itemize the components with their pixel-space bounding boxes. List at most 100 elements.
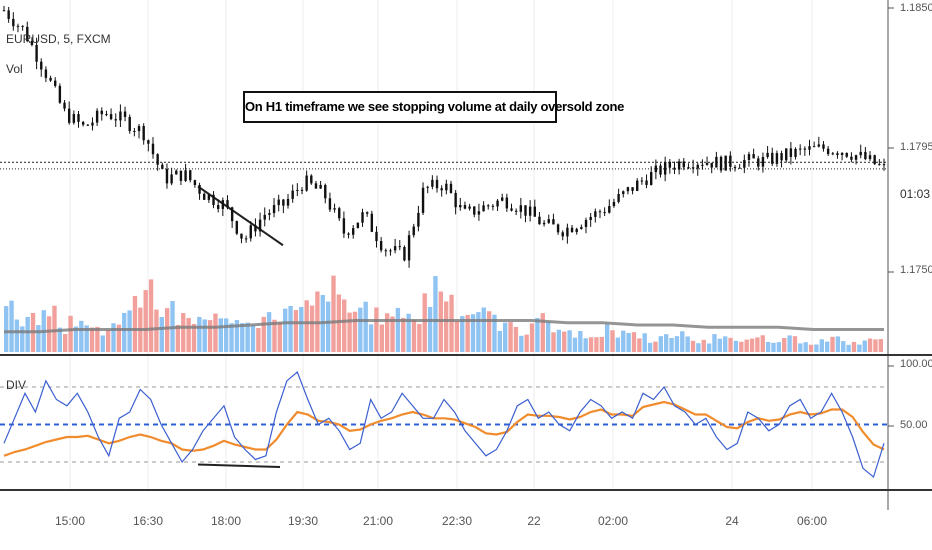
volume-bar-63 <box>342 299 347 352</box>
candle-body-147 <box>687 167 690 169</box>
volume-bar-110 <box>594 337 599 352</box>
candle-body-131 <box>612 201 616 207</box>
candle-body-135 <box>631 187 634 191</box>
volume-bar-115 <box>621 330 626 352</box>
candle-body-145 <box>677 161 681 170</box>
candle-body-96 <box>449 183 453 193</box>
volume-bar-145 <box>782 337 787 352</box>
candle-body-70 <box>328 198 332 210</box>
volume-bar-100 <box>540 313 545 352</box>
candle-body-139 <box>649 172 653 185</box>
candle-body-6 <box>30 41 34 45</box>
candle-body-165 <box>771 152 774 164</box>
candle-body-101 <box>473 206 476 215</box>
volume-bar-37 <box>202 319 207 352</box>
volume-bar-80 <box>433 276 438 352</box>
symbol-label[interactable]: EURUSD, 5, FXCM <box>6 32 111 46</box>
candle-body-118 <box>552 219 555 225</box>
candle-body-53 <box>249 225 252 239</box>
volume-bar-48 <box>261 316 266 352</box>
candle-body-137 <box>640 180 644 182</box>
candle-body-69 <box>324 184 327 199</box>
volume-bar-163 <box>878 339 883 352</box>
candle-body-142 <box>663 161 667 175</box>
candle-body-20 <box>95 110 99 123</box>
volume-bar-12 <box>68 315 73 352</box>
annotation-text-box[interactable]: On H1 timeframe we see stopping volume a… <box>243 91 624 123</box>
time-tick-5: 22:30 <box>441 514 473 528</box>
candles <box>2 5 886 268</box>
volume-bar-106 <box>572 337 578 352</box>
candle-body-161 <box>752 154 755 159</box>
candle-body-93 <box>435 179 439 189</box>
volume-bar-9 <box>52 305 57 352</box>
volume-bar-84 <box>454 321 460 352</box>
candle-body-3 <box>16 25 20 27</box>
candle-body-55 <box>258 219 262 232</box>
candle-body-51 <box>240 233 243 239</box>
volume-bar-107 <box>578 331 583 352</box>
candle-body-178 <box>831 153 834 155</box>
candle-body-80 <box>375 231 378 242</box>
candle-body-22 <box>105 114 108 116</box>
candle-body-117 <box>547 219 550 223</box>
volume-bar-79 <box>427 306 433 352</box>
candle-body-107 <box>501 197 504 201</box>
candle-body-91 <box>426 186 429 188</box>
candle-body-33 <box>156 154 159 165</box>
volume-bar-60 <box>325 301 331 352</box>
volume-bar-101 <box>545 321 551 352</box>
candle-body-162 <box>757 158 760 167</box>
candle-body-150 <box>701 164 704 166</box>
time-tick-0: 15:00 <box>54 514 86 528</box>
indicator-label[interactable]: DIV <box>6 378 27 392</box>
candle-body-42 <box>198 185 201 194</box>
candle-body-36 <box>170 174 173 184</box>
volume-bar-0 <box>4 306 9 352</box>
candle-body-167 <box>780 153 783 161</box>
volume-bar-72 <box>390 316 395 352</box>
candle-body-19 <box>91 122 94 126</box>
candle-body-154 <box>719 156 723 171</box>
candle-body-84 <box>393 246 397 251</box>
candle-body-123 <box>575 228 578 233</box>
candle-body-130 <box>608 206 611 213</box>
candle-body-182 <box>850 156 853 160</box>
candle-body-180 <box>840 152 844 155</box>
candle-body-120 <box>561 232 564 237</box>
candle-body-100 <box>468 206 471 209</box>
price-tick-high: 1.18500 <box>900 2 932 14</box>
volume-bar-160 <box>862 340 867 352</box>
volume-bar-113 <box>610 330 615 352</box>
volume-bar-112 <box>604 324 610 352</box>
volume-bar-13 <box>73 326 79 352</box>
volume-bar-62 <box>336 294 342 352</box>
candle-body-132 <box>617 194 620 202</box>
volume-bar-77 <box>417 323 422 352</box>
candle-body-104 <box>487 205 490 207</box>
candle-body-65 <box>305 175 308 191</box>
candle-body-155 <box>724 155 727 171</box>
candle-body-74 <box>347 233 350 235</box>
candle-body-89 <box>417 212 420 227</box>
candle-body-88 <box>412 226 415 236</box>
volume-bar-27 <box>148 279 154 352</box>
volume-bar-85 <box>460 316 465 352</box>
candle-body-83 <box>389 250 392 252</box>
candle-body-98 <box>459 205 462 208</box>
volume-label[interactable]: Vol <box>6 62 23 76</box>
volume-bar-121 <box>653 341 658 352</box>
candle-body-85 <box>398 246 401 248</box>
volume-bar-82 <box>444 301 449 352</box>
candle-body-25 <box>119 111 122 121</box>
volume-bar-22 <box>122 312 127 352</box>
volume-bar-122 <box>658 336 663 352</box>
candle-body-24 <box>114 119 117 121</box>
volume-bar-111 <box>599 336 604 352</box>
candle-body-156 <box>729 155 732 167</box>
candle-body-95 <box>445 183 448 191</box>
candle-body-106 <box>496 200 499 207</box>
volume-bar-159 <box>857 344 862 352</box>
candle-body-32 <box>151 143 155 155</box>
